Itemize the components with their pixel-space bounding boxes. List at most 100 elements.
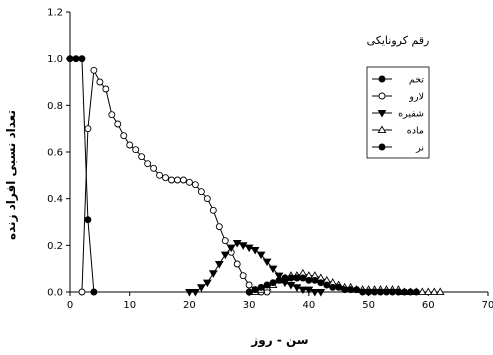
- data-point: [84, 125, 92, 133]
- y-axis-label: تعداد نسبی افراد زنده: [4, 110, 18, 240]
- x-tick-label: 30: [243, 300, 256, 311]
- data-point: [400, 288, 408, 296]
- data-point: [257, 283, 265, 291]
- data-point: [417, 287, 427, 296]
- legend-item: تخم: [372, 75, 424, 86]
- data-point: [202, 279, 212, 288]
- data-point: [311, 276, 319, 284]
- data-point: [78, 55, 86, 63]
- data-point: [406, 288, 414, 296]
- data-point: [245, 288, 253, 296]
- data-point: [239, 272, 247, 280]
- data-point: [84, 216, 92, 224]
- legend-item: نر: [372, 143, 424, 154]
- series-2: [185, 239, 326, 297]
- data-point: [174, 176, 181, 184]
- data-point: [90, 66, 98, 74]
- data-point: [180, 176, 187, 184]
- data-point: [196, 284, 206, 292]
- data-point: [66, 55, 74, 63]
- legend-item: لارو: [372, 92, 424, 103]
- data-point: [323, 281, 331, 289]
- legend: رقم کرونایکی تخم لارو شفیره ماده نر: [366, 34, 430, 159]
- legend-title: رقم کرونایکی: [367, 34, 430, 47]
- x-tick-label: 10: [123, 300, 136, 311]
- data-point: [293, 274, 301, 282]
- data-point: [394, 288, 402, 296]
- data-point: [102, 85, 110, 93]
- data-point: [329, 283, 337, 291]
- data-point: [108, 111, 116, 119]
- data-point: [238, 242, 248, 250]
- data-point: [310, 288, 320, 297]
- data-point: [96, 78, 104, 86]
- data-point: [304, 286, 314, 295]
- x-tick-label: 0: [67, 300, 73, 311]
- series-1: [78, 66, 271, 296]
- data-point: [317, 279, 325, 287]
- legend-label: تخم: [409, 75, 424, 86]
- data-point: [191, 288, 200, 297]
- x-tick-label: 20: [183, 300, 196, 311]
- data-point: [203, 195, 211, 203]
- data-point: [138, 153, 146, 161]
- data-point: [365, 288, 373, 296]
- data-point: [347, 286, 355, 294]
- data-point: [162, 174, 169, 182]
- data-point: [72, 55, 80, 63]
- series-4: [245, 274, 420, 296]
- data-point: [389, 288, 396, 296]
- data-point: [275, 276, 283, 284]
- data-point: [120, 132, 128, 140]
- legend-label: ماده: [407, 126, 424, 137]
- data-point: [185, 178, 193, 186]
- data-point: [305, 276, 313, 284]
- y-tick-label: 1.0: [47, 54, 63, 65]
- data-point: [209, 206, 217, 214]
- data-point: [341, 286, 349, 294]
- data-point: [251, 286, 259, 294]
- data-point: [245, 281, 253, 289]
- data-point: [263, 281, 271, 289]
- data-point: [185, 288, 194, 297]
- data-point: [299, 274, 307, 282]
- data-point: [220, 251, 230, 260]
- data-point: [287, 274, 295, 282]
- data-point: [286, 281, 296, 290]
- series-layer: [66, 55, 445, 297]
- data-point: [377, 288, 384, 296]
- y-tick-label: 0.8: [47, 101, 63, 112]
- legend-marker: [378, 143, 386, 151]
- y-tick-label: 1.2: [47, 8, 63, 19]
- data-point: [208, 270, 218, 278]
- legend-item: ماده: [372, 126, 424, 137]
- x-axis-label: سن - روز: [250, 333, 308, 348]
- data-point: [268, 265, 278, 274]
- data-point: [233, 260, 241, 268]
- data-point: [359, 288, 367, 296]
- y-tick-label: 0.0: [47, 288, 63, 299]
- y-tick-label: 0.2: [47, 241, 63, 252]
- data-point: [114, 120, 122, 128]
- legend-marker: [378, 75, 386, 83]
- data-point: [256, 251, 266, 260]
- data-point: [292, 284, 302, 292]
- data-point: [412, 288, 420, 296]
- legend-marker: [378, 92, 386, 100]
- data-point: [316, 288, 326, 297]
- series-line: [70, 58, 95, 293]
- series-0: [66, 55, 98, 296]
- data-point: [423, 287, 433, 296]
- data-point: [126, 141, 134, 149]
- legend-label: لارو: [408, 92, 424, 103]
- legend-label: شفیره: [398, 109, 424, 120]
- legend-item: شفیره: [372, 109, 424, 120]
- data-point: [156, 171, 164, 179]
- x-tick-label: 70: [482, 300, 493, 311]
- data-point: [191, 181, 199, 189]
- y-tick-label: 0.6: [47, 148, 63, 159]
- data-point: [298, 286, 308, 295]
- data-point: [383, 288, 390, 296]
- legend-marker: [377, 109, 387, 118]
